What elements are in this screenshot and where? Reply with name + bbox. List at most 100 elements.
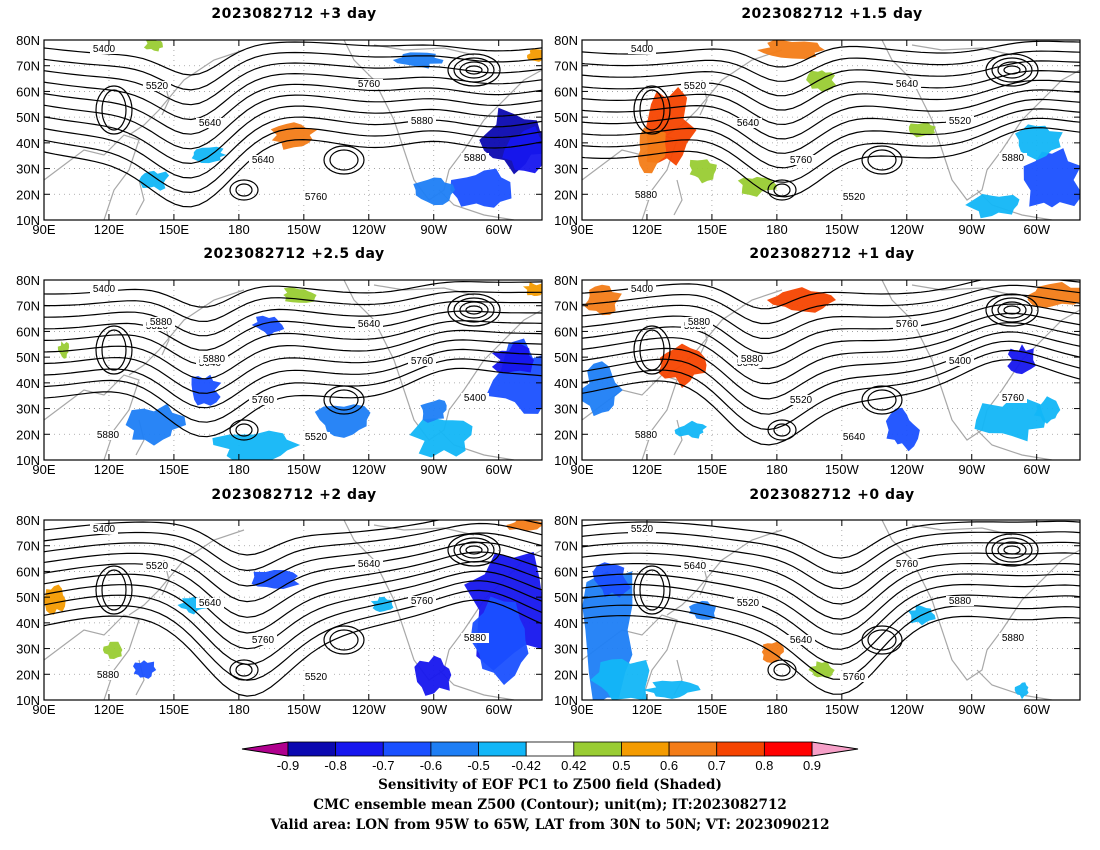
lat-tick-label: 30N [16, 642, 40, 657]
sensitivity-shade [57, 341, 70, 359]
lon-tick-label: 90E [570, 702, 593, 717]
contour-label: 5880 [150, 317, 173, 328]
lon-tick-label: 150W [825, 462, 860, 477]
lon-tick-label: 120W [352, 462, 387, 477]
colorbar-tick-label: -0.42 [511, 758, 541, 773]
contour-label: 5640 [684, 561, 707, 572]
lon-tick-label: 180 [228, 702, 250, 717]
z500-contours [582, 280, 1080, 446]
lat-tick-label: 10N [16, 453, 40, 468]
sensitivity-shade [102, 641, 123, 659]
lon-tick-label: 60W [1023, 462, 1050, 477]
caption-line-3: Valid area: LON from 95W to 65W, LAT fro… [270, 817, 830, 833]
lat-tick-label: 20N [16, 187, 40, 202]
sensitivity-shade [502, 126, 542, 174]
lat-tick-label: 70N [16, 539, 40, 554]
colorbar-tick-label: 0.7 [708, 758, 726, 773]
lon-tick-label: 180 [228, 462, 250, 477]
sensitivity-shade [251, 570, 300, 589]
contour-label: 5880 [635, 190, 658, 201]
contour-label: 5880 [1002, 153, 1025, 164]
map-panel-3: 5400552056405760552056405760540058805880… [16, 273, 543, 477]
contour-label: 5760 [252, 635, 275, 646]
lon-tick-label: 120E [632, 702, 663, 717]
sensitivity-shade [314, 404, 371, 438]
z500-contours [44, 41, 542, 208]
lat-tick-label: 60N [554, 564, 578, 579]
map-frame [43, 279, 543, 461]
lon-tick-label: 90W [958, 702, 985, 717]
lon-tick-label: 150E [697, 222, 728, 237]
sensitivity-shade [413, 177, 455, 206]
lon-tick-label: 150W [287, 462, 322, 477]
colorbar-segment [573, 741, 622, 757]
sensitivity-shade [642, 680, 701, 699]
sensitivity-shade [1007, 344, 1036, 375]
contour-label: 5760 [896, 559, 919, 570]
colorbar-segment [430, 741, 479, 757]
contour-label: 5640 [790, 635, 813, 646]
map-frame [581, 279, 1081, 461]
sensitivity-shade [409, 418, 473, 458]
sensitivity-shade [191, 146, 227, 164]
sensitivity-shade [688, 600, 716, 620]
lat-tick-label: 70N [554, 539, 578, 554]
lon-tick-label: 120W [352, 222, 387, 237]
sensitivity-shade [582, 361, 623, 417]
colorbar-tick-label: 0.5 [612, 758, 630, 773]
map-panel-1: 5400 5520 5640 5640 5760 5760 5880 5880 80N 70N 60… [16, 33, 543, 237]
colorbar-tick-label: -0.7 [372, 758, 394, 773]
map-panel-5: 5400 5520 5640 5760 5520 5640 5760 5880 5880 80N 7… [16, 513, 543, 717]
lon-tick-label: 90E [32, 462, 55, 477]
lat-tick-label: 70N [16, 59, 40, 74]
sensitivity-shade [270, 122, 319, 150]
lat-tick-label: 50N [16, 350, 40, 365]
lon-tick-label: 180 [228, 222, 250, 237]
lat-tick-label: 60N [554, 84, 578, 99]
lat-tick-label: 50N [554, 590, 578, 605]
contour-label: 5520 [684, 81, 707, 92]
lon-tick-label: 120E [632, 222, 663, 237]
lat-tick-label: 80N [554, 33, 578, 48]
contour-label: 5880 [203, 354, 226, 365]
map-frame [43, 519, 543, 701]
lat-tick-label: 70N [16, 299, 40, 314]
sensitivity-shade [592, 562, 631, 598]
lat-tick-label: 40N [554, 136, 578, 151]
contour-label: 5760 [843, 672, 866, 683]
lon-tick-label: 90E [570, 222, 593, 237]
lon-tick-label: 90W [958, 222, 985, 237]
contour-label: 5760 [790, 155, 813, 166]
sensitivity-shade [125, 403, 186, 446]
lat-tick-label: 20N [16, 427, 40, 442]
sensitivity-shade [658, 343, 707, 388]
contour-label: 5640 [358, 559, 381, 570]
lon-tick-label: 150E [697, 702, 728, 717]
contour-label: 5400 [631, 44, 654, 55]
colorbar-tick-label: -0.6 [420, 758, 442, 773]
colorbar-segment [525, 741, 575, 757]
contour-label: 5640 [737, 118, 760, 129]
panel-title-3: 2023082712 +2.5 day [203, 246, 385, 262]
contour-label: 5880 [464, 633, 487, 644]
contour-label: 5880 [1002, 633, 1025, 644]
contour-label: 5760 [358, 79, 381, 90]
contour-label: 5520 [631, 524, 654, 535]
lon-tick-label: 60W [1023, 222, 1050, 237]
lat-tick-label: 40N [554, 616, 578, 631]
lon-tick-label: 150E [697, 462, 728, 477]
lat-tick-label: 60N [16, 84, 40, 99]
lon-tick-label: 120W [890, 222, 925, 237]
lat-tick-label: 10N [554, 213, 578, 228]
contour-label: 5880 [688, 317, 711, 328]
contour-label: 5640 [199, 598, 222, 609]
sensitivity-map-figure: 5400 5520 5640 5640 5760 5760 5880 5880 80N 70N 60… [16, 33, 1081, 717]
panel-title-1: 2023082712 +3 day [211, 6, 377, 22]
lat-tick-label: 40N [16, 136, 40, 151]
map-frame [43, 39, 543, 221]
contour-label: 5640 [252, 155, 275, 166]
lat-tick-label: 80N [16, 513, 40, 528]
contour-label: 5880 [411, 116, 434, 127]
colorbar-segment [668, 741, 718, 757]
lat-tick-label: 20N [554, 187, 578, 202]
